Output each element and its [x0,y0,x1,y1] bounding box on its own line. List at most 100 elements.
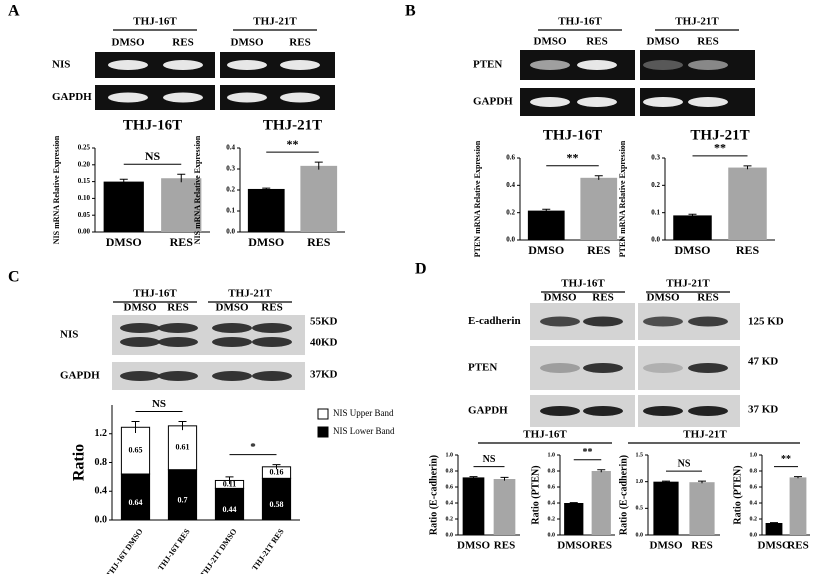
data-label: 0.64 [129,498,143,507]
band [583,406,623,416]
lane-label: DMSO [231,37,264,49]
error-bar [262,187,271,190]
row-label: GAPDH [60,370,100,382]
bar-segment [167,469,198,521]
error-bar [177,173,186,183]
x-tick-label: RES [494,540,515,552]
legend-label: NIS Upper Band [333,408,394,418]
x-tick-label: RES [736,243,760,257]
size-marker: 47 KD [748,356,778,368]
y-tick-label: 0.2 [651,181,660,189]
band [252,337,292,347]
y-tick-label: 0.6 [750,484,758,490]
y-tick-label: 1.0 [548,452,556,458]
bar [161,178,202,232]
panel-label: C [8,269,20,286]
error-bar [597,469,606,473]
y-tick-label: 1.0 [750,452,758,458]
y-tick-label: 0.1 [651,208,660,216]
y-axis-label: PTEN mRNA Relative Expression [473,140,482,257]
lane-label: DMSO [647,36,680,48]
group-label: THJ-16T [133,288,177,300]
size-marker: 55KD [310,316,338,328]
bar [527,210,565,240]
row-label: E-cadherin [468,315,521,327]
y-axis-label: NIS mRNA Relative Expression [193,135,202,244]
data-label: 0.58 [270,500,284,509]
group-label: THJ-16T [558,16,602,28]
row-label: NIS [52,59,70,71]
blot-box [112,315,305,355]
x-tick-label: RES [307,235,331,249]
band [643,406,683,416]
band [540,363,580,373]
error-bar [272,464,281,469]
panel-label: A [8,3,20,20]
lane-label: RES [261,302,282,314]
size-marker: 125 KD [748,316,784,328]
row-label: GAPDH [52,91,92,103]
x-tick-label: RES [587,243,611,257]
y-tick-label: 0.6 [446,484,454,490]
lane-label: RES [697,36,718,48]
size-marker: 40KD [310,337,338,349]
band [280,92,320,103]
x-tick-label: DMSO [557,540,590,552]
row-label: PTEN [468,362,497,374]
y-tick-label: 0.4 [226,144,235,152]
error-bar [469,476,478,479]
data-label: 0.65 [129,445,143,454]
error-bar [594,175,603,180]
x-tick-label: RES [170,235,194,249]
x-tick-label: RES [691,540,712,552]
lane-label: RES [592,292,613,304]
y-tick-label: 0.5 [636,506,644,512]
y-tick-label: 0.0 [95,514,108,525]
band [163,60,203,70]
lane-label: DMSO [216,302,249,314]
y-tick-label: 0.8 [446,468,454,474]
significance-label: ** [287,137,299,151]
y-tick-label: 0.2 [226,186,235,194]
band [212,371,252,381]
y-tick-label: 0.4 [446,500,454,506]
band [643,363,683,373]
band [643,60,683,70]
band [540,316,580,327]
error-bar [314,161,323,170]
lane-label: DMSO [544,292,577,304]
bar [300,165,338,232]
significance-label: NS [145,149,161,163]
band [577,97,617,107]
x-tick-label: RES [787,540,808,552]
significance-label: ** [583,447,593,458]
bar [591,471,611,535]
band [252,323,292,333]
bar [765,523,783,535]
y-tick-label: 0.3 [651,154,660,162]
chart-title: THJ-16T [543,127,602,143]
bar [580,177,618,240]
y-axis-label: Ratio (PTEN) [530,465,541,524]
error-bar [743,165,752,170]
lane-label: DMSO [112,37,145,49]
x-tick-label: DMSO [457,540,490,552]
y-tick-label: 0.8 [750,468,758,474]
x-tick-label: THJ-16T DMSO [104,527,144,574]
row-label: PTEN [473,59,502,71]
band [212,337,252,347]
error-bar [688,213,697,217]
bar [247,188,285,232]
band [252,371,292,381]
y-axis-label: PTEN mRNA Relative Expression [618,140,627,257]
y-axis-label: Ratio (E-cadherin) [428,455,439,535]
error-bar [662,480,670,483]
y-tick-label: 0.4 [506,181,515,189]
significance-label: * [250,441,256,453]
lane-label: RES [167,302,188,314]
bar [564,503,584,535]
y-tick-label: 1.0 [446,452,454,458]
band [280,60,320,70]
